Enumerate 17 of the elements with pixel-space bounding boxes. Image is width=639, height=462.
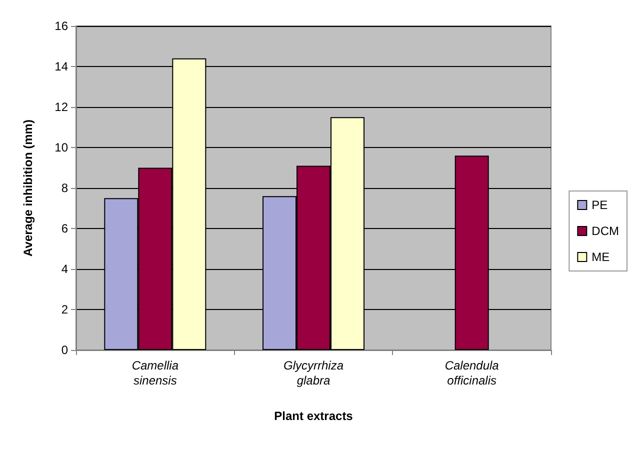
legend-label: DCM — [592, 224, 620, 238]
legend-label: ME — [592, 250, 610, 264]
legend-label: PE — [592, 198, 608, 212]
y-tick-label: 6 — [61, 222, 68, 236]
y-tick-label: 2 — [61, 302, 68, 316]
y-tick-label: 16 — [54, 19, 68, 33]
x-tick-label: Camellia sinensis — [132, 358, 179, 388]
y-tick-label: 8 — [61, 181, 68, 195]
y-tick-label: 0 — [61, 343, 68, 357]
y-tick-label: 10 — [54, 140, 68, 154]
x-tick-label: Calendula officinalis — [444, 358, 500, 388]
x-axis-title: Plant extracts — [274, 409, 354, 423]
y-tick-label: 14 — [54, 60, 68, 74]
x-tick-label: Glycyrrhiza glabra — [283, 358, 344, 388]
y-tick-label: 4 — [61, 262, 68, 276]
y-tick-label: 12 — [54, 100, 68, 114]
y-axis-title: Average inhibition (mm) — [21, 120, 35, 256]
